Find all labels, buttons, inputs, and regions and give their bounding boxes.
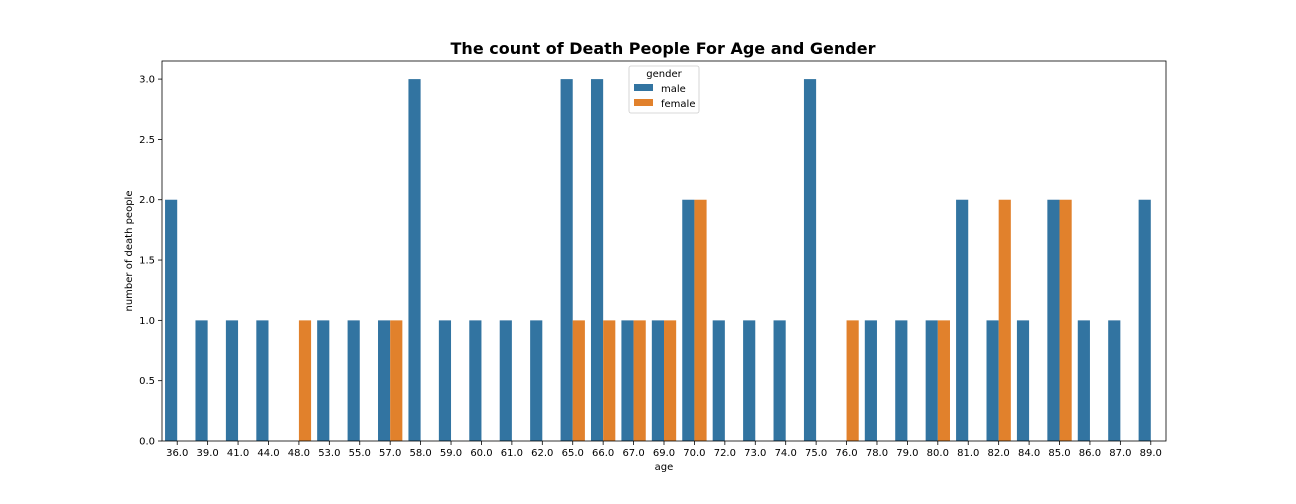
chart-title: The count of Death People For Age and Ge… bbox=[451, 39, 876, 58]
y-tick-label: 0.0 bbox=[139, 437, 155, 448]
x-tick-label: 78.0 bbox=[866, 448, 888, 459]
bar-female-65.0 bbox=[572, 320, 585, 441]
bar-male-62.0 bbox=[530, 320, 543, 441]
x-axis-label: age bbox=[655, 462, 674, 473]
bar-male-53.0 bbox=[317, 320, 330, 441]
x-tick-label: 58.0 bbox=[409, 448, 431, 459]
bar-female-76.0 bbox=[846, 320, 859, 441]
bar-male-55.0 bbox=[347, 320, 360, 441]
x-tick-label: 81.0 bbox=[957, 448, 979, 459]
x-tick-label: 36.0 bbox=[166, 448, 188, 459]
bar-male-59.0 bbox=[438, 320, 452, 441]
bar-male-79.0 bbox=[895, 320, 908, 441]
bar-male-70.0 bbox=[682, 199, 695, 441]
y-tick-label: 1.5 bbox=[139, 256, 155, 267]
x-tick-label: 66.0 bbox=[592, 448, 614, 459]
bar-male-87.0 bbox=[1108, 320, 1121, 441]
x-tick-label: 69.0 bbox=[653, 448, 675, 459]
bar-female-48.0 bbox=[298, 320, 312, 441]
x-tick-label: 79.0 bbox=[896, 448, 918, 459]
bar-female-82.0 bbox=[998, 199, 1011, 441]
bar-male-75.0 bbox=[803, 79, 817, 441]
bar-male-86.0 bbox=[1077, 320, 1090, 441]
y-tick-label: 1.0 bbox=[139, 316, 155, 327]
x-tick-label: 60.0 bbox=[470, 448, 492, 459]
bar-male-41.0 bbox=[225, 320, 239, 441]
legend: gender male female bbox=[628, 65, 700, 114]
x-tick-label: 59.0 bbox=[440, 448, 462, 459]
bar-male-74.0 bbox=[773, 320, 786, 441]
x-tick-label: 72.0 bbox=[714, 448, 736, 459]
plot-frame bbox=[161, 60, 1167, 442]
bar-male-89.0 bbox=[1138, 199, 1151, 441]
bar-male-85.0 bbox=[1047, 199, 1060, 441]
bar-female-80.0 bbox=[937, 320, 950, 441]
bar-male-61.0 bbox=[499, 320, 512, 441]
x-axis: 36.0 39.0 41.0 44.0 48.0 53.0 55.0 57.0 58.0 59.0… bbox=[166, 441, 1162, 459]
x-tick-label: 48.0 bbox=[288, 448, 310, 459]
bar-female-85.0 bbox=[1059, 199, 1072, 441]
bar-female-67.0 bbox=[633, 320, 646, 441]
x-tick-label: 75.0 bbox=[805, 448, 827, 459]
bar-male-82.0 bbox=[986, 320, 999, 441]
y-axis: 0.0 0.5 1.0 1.5 2.0 2.5 3.0 bbox=[139, 75, 162, 448]
bar-male-67.0 bbox=[621, 320, 634, 441]
x-tick-label: 70.0 bbox=[683, 448, 705, 459]
bar-male-84.0 bbox=[1016, 320, 1030, 441]
bar-male-69.0 bbox=[651, 320, 664, 441]
bar-female-66.0 bbox=[603, 320, 616, 441]
y-axis-label: number of death people bbox=[124, 191, 135, 312]
x-tick-label: 39.0 bbox=[197, 448, 219, 459]
x-tick-label: 86.0 bbox=[1079, 448, 1101, 459]
legend-swatch-female bbox=[634, 99, 653, 106]
x-tick-label: 55.0 bbox=[349, 448, 371, 459]
x-tick-label: 53.0 bbox=[318, 448, 340, 459]
x-tick-label: 67.0 bbox=[622, 448, 644, 459]
x-tick-label: 80.0 bbox=[927, 448, 949, 459]
legend-label-female: female bbox=[661, 99, 695, 110]
bar-male-72.0 bbox=[712, 320, 725, 441]
bar-female-70.0 bbox=[694, 199, 707, 441]
x-tick-label: 89.0 bbox=[1140, 448, 1162, 459]
bar-male-44.0 bbox=[256, 320, 269, 441]
bar-male-65.0 bbox=[560, 79, 573, 441]
bar-male-80.0 bbox=[925, 320, 938, 441]
y-tick-label: 3.0 bbox=[139, 75, 155, 86]
bar-male-36.0 bbox=[165, 199, 178, 441]
y-tick-label: 2.0 bbox=[139, 195, 155, 206]
x-tick-label: 61.0 bbox=[501, 448, 523, 459]
bar-male-66.0 bbox=[590, 79, 604, 441]
x-tick-label: 65.0 bbox=[562, 448, 584, 459]
bars-layer bbox=[165, 79, 1151, 441]
y-tick-label: 0.5 bbox=[139, 376, 155, 387]
bar-male-58.0 bbox=[408, 79, 421, 441]
x-tick-label: 76.0 bbox=[835, 448, 857, 459]
bar-male-78.0 bbox=[864, 320, 877, 441]
bar-male-81.0 bbox=[956, 199, 969, 441]
bar-male-60.0 bbox=[469, 320, 482, 441]
legend-label-male: male bbox=[661, 84, 686, 95]
legend-swatch-male bbox=[634, 84, 653, 91]
x-tick-label: 87.0 bbox=[1109, 448, 1131, 459]
x-tick-label: 62.0 bbox=[531, 448, 553, 459]
bar-male-39.0 bbox=[195, 320, 208, 441]
bar-female-57.0 bbox=[390, 320, 403, 441]
legend-title: gender bbox=[646, 69, 682, 80]
x-tick-label: 74.0 bbox=[775, 448, 797, 459]
x-tick-label: 84.0 bbox=[1018, 448, 1040, 459]
x-tick-label: 57.0 bbox=[379, 448, 401, 459]
x-tick-label: 73.0 bbox=[744, 448, 766, 459]
x-tick-label: 85.0 bbox=[1048, 448, 1070, 459]
x-tick-label: 44.0 bbox=[257, 448, 279, 459]
x-tick-label: 82.0 bbox=[988, 448, 1010, 459]
x-tick-label: 41.0 bbox=[227, 448, 249, 459]
bar-male-57.0 bbox=[378, 320, 391, 441]
bar-female-69.0 bbox=[664, 320, 677, 441]
bar-male-73.0 bbox=[743, 320, 756, 441]
y-tick-label: 2.5 bbox=[139, 135, 155, 146]
